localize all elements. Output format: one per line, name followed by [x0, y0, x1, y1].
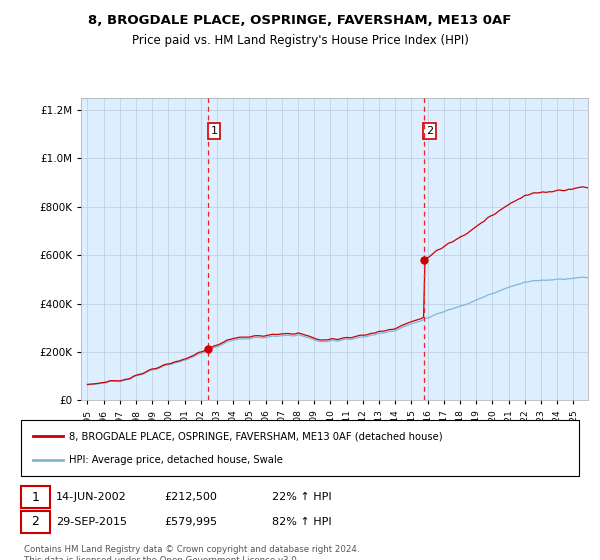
Text: £579,995: £579,995 — [164, 517, 217, 527]
Text: 14-JUN-2002: 14-JUN-2002 — [56, 492, 127, 502]
Text: 2: 2 — [426, 126, 433, 136]
Text: 8, BROGDALE PLACE, OSPRINGE, FAVERSHAM, ME13 0AF (detached house): 8, BROGDALE PLACE, OSPRINGE, FAVERSHAM, … — [69, 431, 443, 441]
Text: 29-SEP-2015: 29-SEP-2015 — [56, 517, 127, 527]
Text: £212,500: £212,500 — [164, 492, 217, 502]
Text: 2: 2 — [31, 515, 40, 529]
Text: 82% ↑ HPI: 82% ↑ HPI — [272, 517, 331, 527]
Text: 1: 1 — [31, 491, 40, 504]
Text: 1: 1 — [211, 126, 218, 136]
Text: Price paid vs. HM Land Registry's House Price Index (HPI): Price paid vs. HM Land Registry's House … — [131, 34, 469, 46]
Text: 8, BROGDALE PLACE, OSPRINGE, FAVERSHAM, ME13 0AF: 8, BROGDALE PLACE, OSPRINGE, FAVERSHAM, … — [88, 14, 512, 27]
Text: 22% ↑ HPI: 22% ↑ HPI — [272, 492, 331, 502]
Text: Contains HM Land Registry data © Crown copyright and database right 2024.
This d: Contains HM Land Registry data © Crown c… — [24, 545, 359, 560]
Text: HPI: Average price, detached house, Swale: HPI: Average price, detached house, Swal… — [69, 455, 283, 465]
